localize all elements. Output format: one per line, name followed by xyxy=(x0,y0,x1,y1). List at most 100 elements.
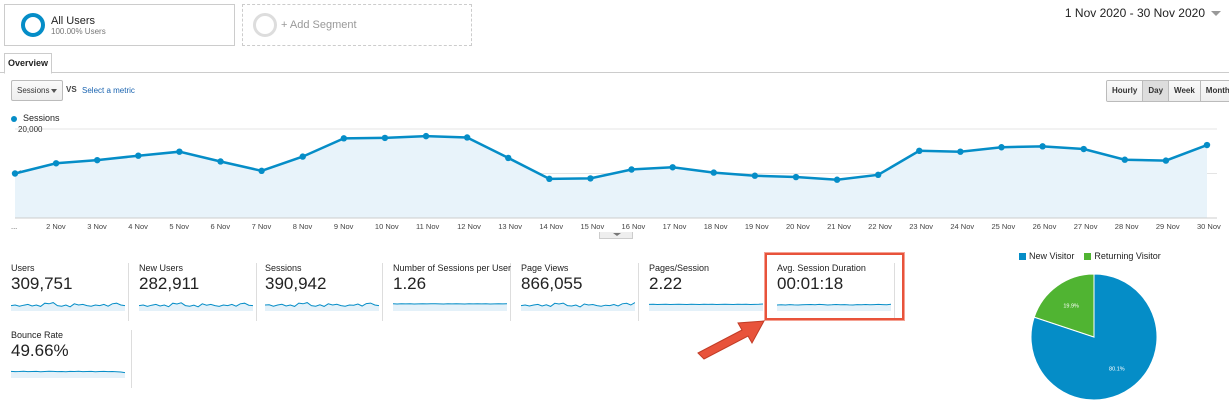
x-tick-label: 3 Nov xyxy=(87,222,107,231)
highlight-box xyxy=(765,253,904,320)
pie-legend-new: New Visitor xyxy=(1019,251,1074,261)
metric-tile[interactable]: Page Views 866,055 xyxy=(521,263,639,321)
pie-legend-returning: Returning Visitor xyxy=(1084,251,1161,261)
series-dot-icon xyxy=(11,115,17,122)
x-tick-label: 16 Nov xyxy=(622,222,646,231)
metric-sparkline xyxy=(11,370,125,378)
sparkline-line xyxy=(649,303,763,306)
data-point[interactable] xyxy=(546,175,553,183)
data-point[interactable] xyxy=(463,134,471,141)
data-point[interactable] xyxy=(710,169,717,176)
data-point[interactable] xyxy=(1203,141,1211,149)
data-point[interactable] xyxy=(587,175,594,182)
data-point[interactable] xyxy=(628,166,635,173)
pie-slice[interactable] xyxy=(1033,273,1095,338)
data-point[interactable] xyxy=(1162,157,1170,164)
sparkline-area xyxy=(11,302,125,311)
x-tick-label: 9 Nov xyxy=(334,222,354,231)
metric-label: Users xyxy=(11,263,35,273)
pie-slice-label: 80.1% xyxy=(1109,367,1125,373)
x-tick-label: 30 Nov xyxy=(1197,222,1221,231)
legend-swatch-icon xyxy=(1084,253,1092,261)
data-point[interactable] xyxy=(833,176,841,183)
data-point[interactable] xyxy=(998,144,1005,151)
data-point[interactable] xyxy=(340,135,348,142)
date-range-label: 1 Nov 2020 - 30 Nov 2020 xyxy=(1064,6,1205,20)
metric-label: Sessions xyxy=(265,263,302,273)
metric-label: Bounce Rate xyxy=(11,330,64,340)
x-tick-label: 25 Nov xyxy=(991,222,1015,231)
granularity-month-button[interactable]: Month xyxy=(1200,81,1229,101)
metric-label: Number of Sessions per User xyxy=(393,263,512,273)
metric-tile[interactable]: Sessions 390,942 xyxy=(265,263,383,321)
data-point[interactable] xyxy=(422,132,430,140)
tab-overview[interactable]: Overview xyxy=(4,53,52,74)
data-point[interactable] xyxy=(135,152,142,159)
metric-label: Page Views xyxy=(521,263,569,273)
x-tick-label: 27 Nov xyxy=(1074,222,1098,231)
x-tick-label: 24 Nov xyxy=(950,222,974,231)
data-point[interactable] xyxy=(874,171,882,179)
x-tick-label: 19 Nov xyxy=(745,222,769,231)
x-tick-label: 2 Nov xyxy=(46,222,66,231)
data-point[interactable] xyxy=(751,172,759,179)
granularity-toggle: Hourly Day Week Month xyxy=(1106,80,1229,102)
x-tick-label: 6 Nov xyxy=(211,222,231,231)
segment-circle-icon xyxy=(21,13,45,37)
data-point[interactable] xyxy=(957,148,964,155)
metric-sparkline xyxy=(11,302,125,311)
x-tick-label: 17 Nov xyxy=(663,222,687,231)
chevron-down-icon xyxy=(1211,11,1221,17)
chart-legend: Sessions xyxy=(11,113,60,123)
select-metric-link[interactable]: Select a metric xyxy=(82,86,135,95)
metric-sparkline xyxy=(649,303,763,311)
metric-tile[interactable]: New Users 282,911 xyxy=(139,263,257,321)
date-range-picker[interactable]: 1 Nov 2020 - 30 Nov 2020 xyxy=(1065,6,1221,20)
data-point[interactable] xyxy=(52,160,60,167)
data-point[interactable] xyxy=(217,158,224,165)
metric-value: 390,942 xyxy=(265,274,327,293)
x-tick-label: 15 Nov xyxy=(580,222,604,231)
granularity-day-button[interactable]: Day xyxy=(1143,81,1170,101)
collapse-chart-handle[interactable] xyxy=(599,232,633,239)
segment-all-users[interactable]: All Users 100.00% Users xyxy=(4,4,235,46)
metric-tile[interactable]: Avg. Session Duration 00:01:18 xyxy=(777,263,895,321)
x-tick-label: 11 Nov xyxy=(416,222,439,231)
x-tick-label: 20 Nov xyxy=(786,222,810,231)
data-point[interactable] xyxy=(916,147,923,155)
data-point[interactable] xyxy=(176,148,183,155)
data-point[interactable] xyxy=(11,170,19,177)
metric-value: 2.22 xyxy=(649,274,683,293)
data-point[interactable] xyxy=(258,167,265,175)
x-tick-label: 8 Nov xyxy=(293,222,313,231)
metric-value: 282,911 xyxy=(139,274,200,293)
chart-legend-label: Sessions xyxy=(23,113,60,123)
sessions-line xyxy=(14,134,1208,181)
data-point[interactable] xyxy=(1121,156,1128,163)
data-point[interactable] xyxy=(299,153,306,160)
metric-tile[interactable]: Bounce Rate 49.66% xyxy=(11,330,132,388)
sparkline-line xyxy=(11,302,125,308)
granularity-hourly-button[interactable]: Hourly xyxy=(1107,81,1144,101)
x-tick-label: 22 Nov xyxy=(868,222,892,231)
x-tick-label: 14 Nov xyxy=(539,222,563,231)
sparkline-line xyxy=(11,370,125,374)
data-point[interactable] xyxy=(1080,145,1087,153)
sparkline-line xyxy=(265,302,379,307)
metric-tile[interactable]: Users 309,751 xyxy=(11,263,129,321)
data-point[interactable] xyxy=(669,164,676,171)
data-point[interactable] xyxy=(792,173,800,181)
data-point[interactable] xyxy=(94,156,101,164)
metric-select-value: Sessions xyxy=(17,86,50,95)
metric-tile[interactable]: Number of Sessions per User 1.26 xyxy=(393,263,511,321)
granularity-week-button[interactable]: Week xyxy=(1169,81,1201,101)
sparkline-area xyxy=(521,302,635,311)
data-point[interactable] xyxy=(381,134,389,142)
metric-tile[interactable]: Pages/Session 2.22 xyxy=(649,263,767,321)
x-tick-label: 29 Nov xyxy=(1156,222,1180,231)
data-point[interactable] xyxy=(1039,143,1046,150)
add-segment-button[interactable]: + Add Segment xyxy=(242,4,472,46)
metric-select[interactable]: Sessions xyxy=(11,80,63,101)
sparkline-line xyxy=(139,302,253,308)
data-point[interactable] xyxy=(505,154,512,162)
